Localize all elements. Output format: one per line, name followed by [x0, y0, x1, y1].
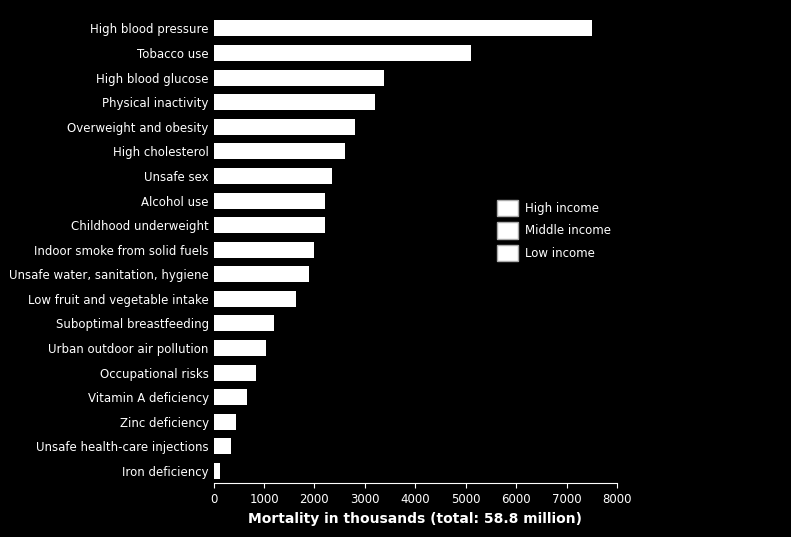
Bar: [214, 315, 274, 331]
Bar: [214, 365, 256, 381]
Bar: [214, 414, 237, 430]
Bar: [214, 20, 592, 37]
Bar: [214, 94, 375, 110]
Bar: [214, 70, 384, 85]
Bar: [214, 119, 355, 135]
Bar: [214, 266, 309, 282]
Bar: [214, 291, 297, 307]
Bar: [214, 463, 220, 479]
Bar: [214, 389, 248, 405]
X-axis label: Mortality in thousands (total: 58.8 million): Mortality in thousands (total: 58.8 mill…: [248, 512, 582, 526]
Bar: [214, 143, 345, 159]
Legend: High income, Middle income, Low income: High income, Middle income, Low income: [497, 200, 611, 262]
Bar: [214, 168, 332, 184]
Bar: [214, 45, 471, 61]
Bar: [214, 193, 324, 208]
Bar: [214, 438, 231, 454]
Bar: [214, 242, 315, 258]
Bar: [214, 340, 266, 356]
Bar: [214, 217, 324, 233]
